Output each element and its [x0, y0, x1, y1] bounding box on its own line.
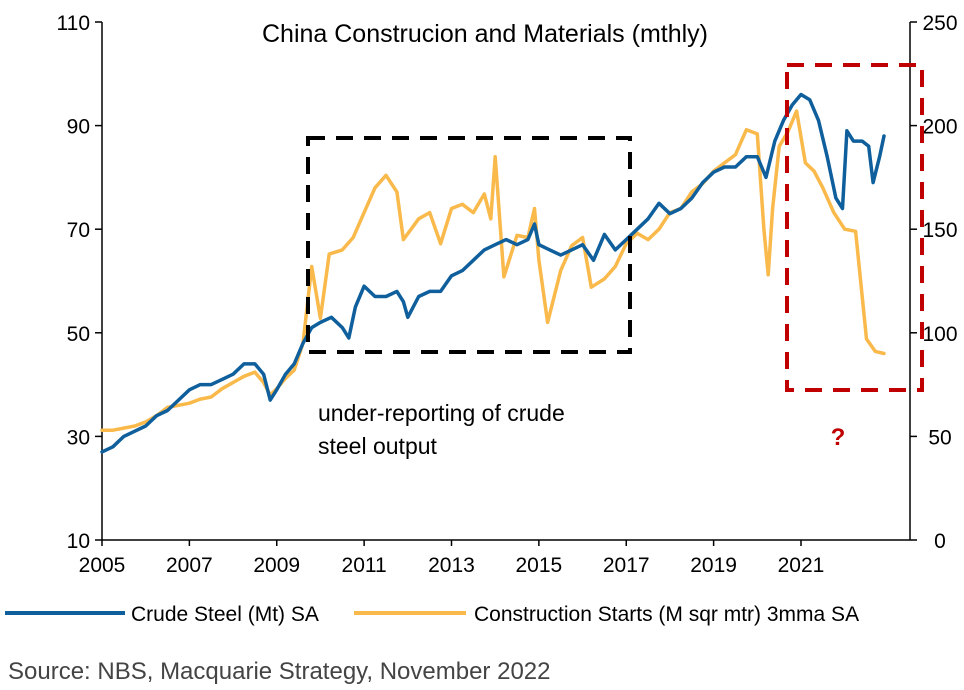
x-tick-label-2007: 2007	[166, 554, 213, 577]
x-tick-label-2019: 2019	[690, 554, 737, 577]
x-tick-label-2009: 2009	[253, 554, 300, 577]
underreport-highlight-box	[306, 136, 632, 354]
left-tick-label-110: 110	[57, 12, 90, 35]
series-line-construction-starts	[100, 109, 886, 432]
right-axis-ticks: 0 50 100 150 200 250	[910, 12, 958, 553]
underreport-annotation-line2: steel output	[318, 433, 438, 459]
left-tick-label-10: 10	[67, 530, 90, 553]
right-tick-label-50: 50	[928, 426, 951, 449]
left-axis-ticks: 10 30 50 70 90 110	[57, 12, 102, 553]
question-mark-annotation: ?	[831, 424, 846, 451]
right-tick-label-100: 100	[922, 323, 957, 346]
source-note: Source: NBS, Macquarie Strategy, Novembe…	[8, 658, 550, 685]
chart-title: China Construcion and Materials (mthly)	[262, 20, 708, 48]
series-lines	[100, 92, 886, 454]
x-tick-label-2021: 2021	[778, 554, 825, 577]
x-tick-label-2011: 2011	[342, 554, 387, 577]
x-tick-label-2017: 2017	[603, 554, 650, 577]
right-tick-label-0: 0	[934, 530, 946, 553]
x-tick-label-2015: 2015	[516, 554, 563, 577]
x-tick-label-2013: 2013	[428, 554, 475, 577]
recent-period-highlight-box	[785, 63, 924, 392]
x-axis-ticks: 2005 2007 2009 2011 2013 2015 2017 2019 2021	[79, 540, 825, 577]
right-tick-label-150: 150	[922, 219, 957, 242]
axes	[101, 22, 911, 541]
left-tick-label-90: 90	[67, 116, 90, 139]
legend: Crude Steel (Mt) SA Construction Starts …	[5, 603, 859, 626]
underreport-annotation-line1: under-reporting of crude	[318, 400, 565, 426]
left-tick-label-70: 70	[67, 219, 90, 242]
left-tick-label-50: 50	[67, 323, 90, 346]
legend-label-construction-starts: Construction Starts (M sqr mtr) 3mma SA	[474, 603, 859, 626]
right-tick-label-200: 200	[922, 116, 957, 139]
x-tick-label-2005: 2005	[79, 554, 126, 577]
right-tick-label-250: 250	[922, 12, 957, 35]
left-tick-label-30: 30	[67, 426, 90, 449]
legend-label-crude-steel: Crude Steel (Mt) SA	[131, 603, 319, 626]
